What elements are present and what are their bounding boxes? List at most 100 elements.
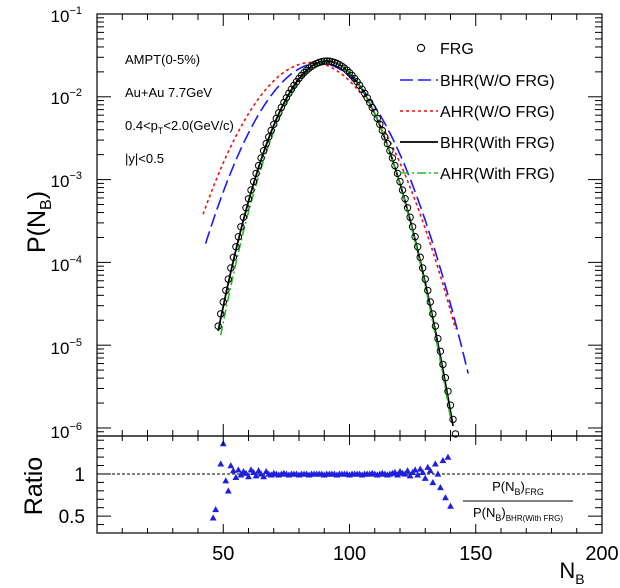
bottom-x-ticks bbox=[96, 436, 603, 533]
ratio-marker bbox=[229, 467, 237, 474]
ratio-marker bbox=[442, 494, 449, 501]
frg-marker bbox=[323, 57, 331, 65]
frg-marker bbox=[449, 415, 457, 424]
frg-marker bbox=[421, 275, 429, 283]
ratio-marker bbox=[424, 463, 432, 470]
ratio-marker bbox=[209, 514, 217, 521]
bottom-panel: 1 0.5 Ratio 50 100 150 200 NB P(NB)FRG P… bbox=[20, 435, 619, 587]
frg-marker bbox=[441, 374, 450, 382]
ratio-marker bbox=[421, 474, 429, 481]
frg-marker bbox=[414, 243, 422, 251]
frg-marker bbox=[411, 233, 419, 241]
frg-marker bbox=[406, 213, 414, 221]
legend-entry-bhr-with-frg: BHR(With FRG) bbox=[400, 135, 555, 152]
frg-marker bbox=[239, 213, 248, 221]
frg-marker bbox=[287, 85, 296, 93]
frg-marker bbox=[259, 147, 268, 155]
frg-marker bbox=[386, 147, 394, 155]
legend-label-ahr-with-frg: AHR(With FRG) bbox=[440, 166, 555, 183]
xlabel-sub: B bbox=[575, 571, 584, 587]
ratio-marker bbox=[429, 478, 437, 486]
frg-marker bbox=[419, 264, 427, 272]
frg-marker bbox=[320, 57, 328, 65]
frg-marker bbox=[232, 243, 240, 251]
ratio-marker bbox=[447, 502, 454, 509]
series-line-2 bbox=[202, 61, 457, 330]
ratio-marker bbox=[224, 487, 232, 494]
frg-marker bbox=[300, 69, 308, 77]
top-y-ticks bbox=[97, 13, 602, 437]
ratio-marker bbox=[444, 453, 452, 460]
frg-marker bbox=[249, 177, 258, 186]
ratio-marker bbox=[416, 465, 424, 472]
ratio-marker bbox=[431, 460, 439, 467]
frg-marker bbox=[242, 204, 250, 212]
ratio-marker bbox=[411, 466, 419, 473]
frg-marker bbox=[451, 430, 460, 438]
bottom-y-tick-labels: 1 0.5 bbox=[59, 465, 85, 528]
bottom-y-ticks bbox=[97, 439, 602, 526]
ratio-marker bbox=[242, 469, 250, 476]
frg-marker bbox=[219, 298, 228, 306]
frg-marker bbox=[234, 233, 243, 241]
frg-marker bbox=[398, 186, 407, 194]
ytick-label-1e-1: 10−1 bbox=[51, 5, 82, 26]
ratio-marker bbox=[217, 460, 225, 467]
frg-marker bbox=[376, 120, 384, 129]
ytick-label-1e-5: 10−5 bbox=[51, 337, 82, 358]
frg-marker bbox=[408, 223, 417, 231]
frg-marker bbox=[222, 286, 230, 295]
xtick-label-200: 200 bbox=[585, 543, 618, 565]
annotation-pt-range: 0.4<pT<2.0(GeV/c) bbox=[125, 118, 234, 136]
legend-label-frg: FRG bbox=[440, 41, 474, 58]
ytick-label-1e-2: 10−2 bbox=[51, 87, 82, 108]
ratio-marker bbox=[401, 470, 409, 477]
ratio-marker bbox=[404, 467, 411, 474]
legend-entry-ahr-wo-frg: AHR(W/O FRG) bbox=[400, 104, 555, 121]
top-y-axis-title: P(NB) bbox=[23, 191, 55, 253]
annotation-block: AMPT(0-5%) Au+Au 7.7GeV 0.4<pT<2.0(GeV/c… bbox=[125, 52, 234, 166]
ratio-marker bbox=[212, 505, 220, 513]
frg-marker bbox=[381, 133, 389, 141]
frg-marker bbox=[391, 161, 399, 170]
ratio-marker bbox=[394, 471, 401, 478]
xtick-label-150: 150 bbox=[459, 543, 492, 565]
ratio-marker bbox=[252, 472, 260, 479]
frg-marker bbox=[378, 126, 386, 135]
legend-label-bhr-with-frg: BHR(With FRG) bbox=[440, 135, 555, 152]
ratio-marker bbox=[426, 467, 434, 474]
legend-label-bhr-wo-frg: BHR(W/O FRG) bbox=[440, 73, 555, 90]
ratio-ytick-label-0.5: 0.5 bbox=[59, 507, 85, 528]
frg-marker bbox=[285, 89, 293, 98]
series-line-1 bbox=[204, 62, 469, 374]
frg-marker bbox=[424, 286, 432, 295]
legend-label-ahr-wo-frg: AHR(W/O FRG) bbox=[440, 104, 555, 121]
ratio-marker bbox=[419, 468, 427, 475]
ratio-marker bbox=[437, 484, 444, 491]
ratio-ytick-label-1: 1 bbox=[74, 465, 85, 486]
frg-marker bbox=[416, 253, 424, 261]
frg-marker bbox=[343, 66, 351, 75]
ratio-marker bbox=[222, 477, 230, 484]
ratio-legend: P(NB)FRG P(NB)BHR(With FRG) bbox=[463, 479, 573, 523]
top-y-tick-labels: 10−6 10−5 10−4 10−3 10−2 10−1 bbox=[51, 5, 82, 442]
ratio-marker bbox=[255, 467, 262, 474]
frg-marker bbox=[439, 360, 447, 369]
top-x-ticks bbox=[96, 14, 603, 436]
frg-marker bbox=[265, 133, 273, 141]
frg-marker bbox=[403, 204, 412, 212]
frg-marker bbox=[396, 177, 404, 186]
frg-marker bbox=[237, 223, 245, 231]
top-panel: 10−6 10−5 10−4 10−3 10−2 10−1 P(NB) AMPT… bbox=[23, 5, 603, 442]
legend-entry-ahr-with-frg: AHR(With FRG) bbox=[400, 166, 555, 183]
frg-marker bbox=[358, 85, 366, 93]
frg-marker bbox=[388, 154, 397, 162]
ratio-markers bbox=[209, 440, 454, 521]
legend-entry-frg: FRG bbox=[416, 41, 474, 58]
ytick-label-1e-3: 10−3 bbox=[51, 170, 82, 191]
frg-marker bbox=[302, 66, 311, 75]
frg-marker bbox=[318, 58, 326, 66]
ratio-marker bbox=[406, 472, 414, 479]
ytick-label-1e-4: 10−4 bbox=[51, 254, 82, 275]
